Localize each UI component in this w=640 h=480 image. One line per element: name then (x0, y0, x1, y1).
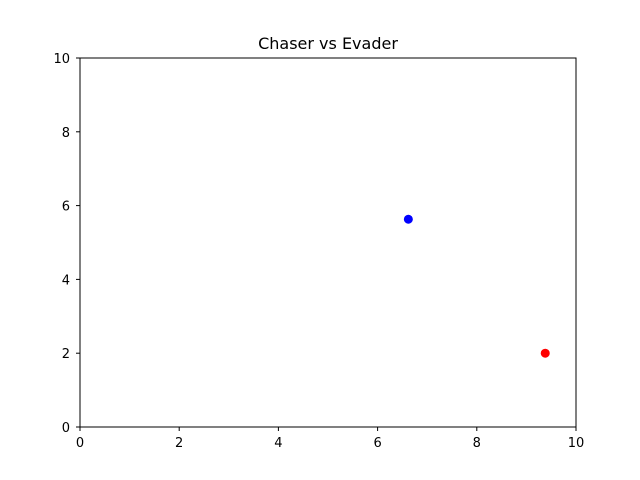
axis-ticks: 0 2 4 6 8 10 0 2 4 6 8 10 (53, 52, 584, 451)
y-tick-label: 2 (62, 347, 70, 362)
y-tick-label: 6 (62, 200, 70, 215)
y-tick-label: 4 (62, 273, 70, 288)
x-tick-label: 10 (568, 436, 585, 451)
chart-title: Chaser vs Evader (258, 34, 398, 53)
x-tick-label: 2 (175, 436, 183, 451)
plot-frame (79, 57, 577, 428)
x-tick-label: 8 (473, 436, 481, 451)
y-tick-label: 10 (53, 52, 70, 67)
data-point (540, 348, 550, 358)
x-tick-label: 6 (373, 436, 381, 451)
data-point (403, 214, 413, 224)
x-tick-label: 0 (76, 436, 84, 451)
data-points (403, 214, 550, 358)
y-tick-label: 0 (62, 421, 70, 436)
x-tick-label: 4 (274, 436, 282, 451)
y-tick-label: 8 (62, 126, 70, 141)
